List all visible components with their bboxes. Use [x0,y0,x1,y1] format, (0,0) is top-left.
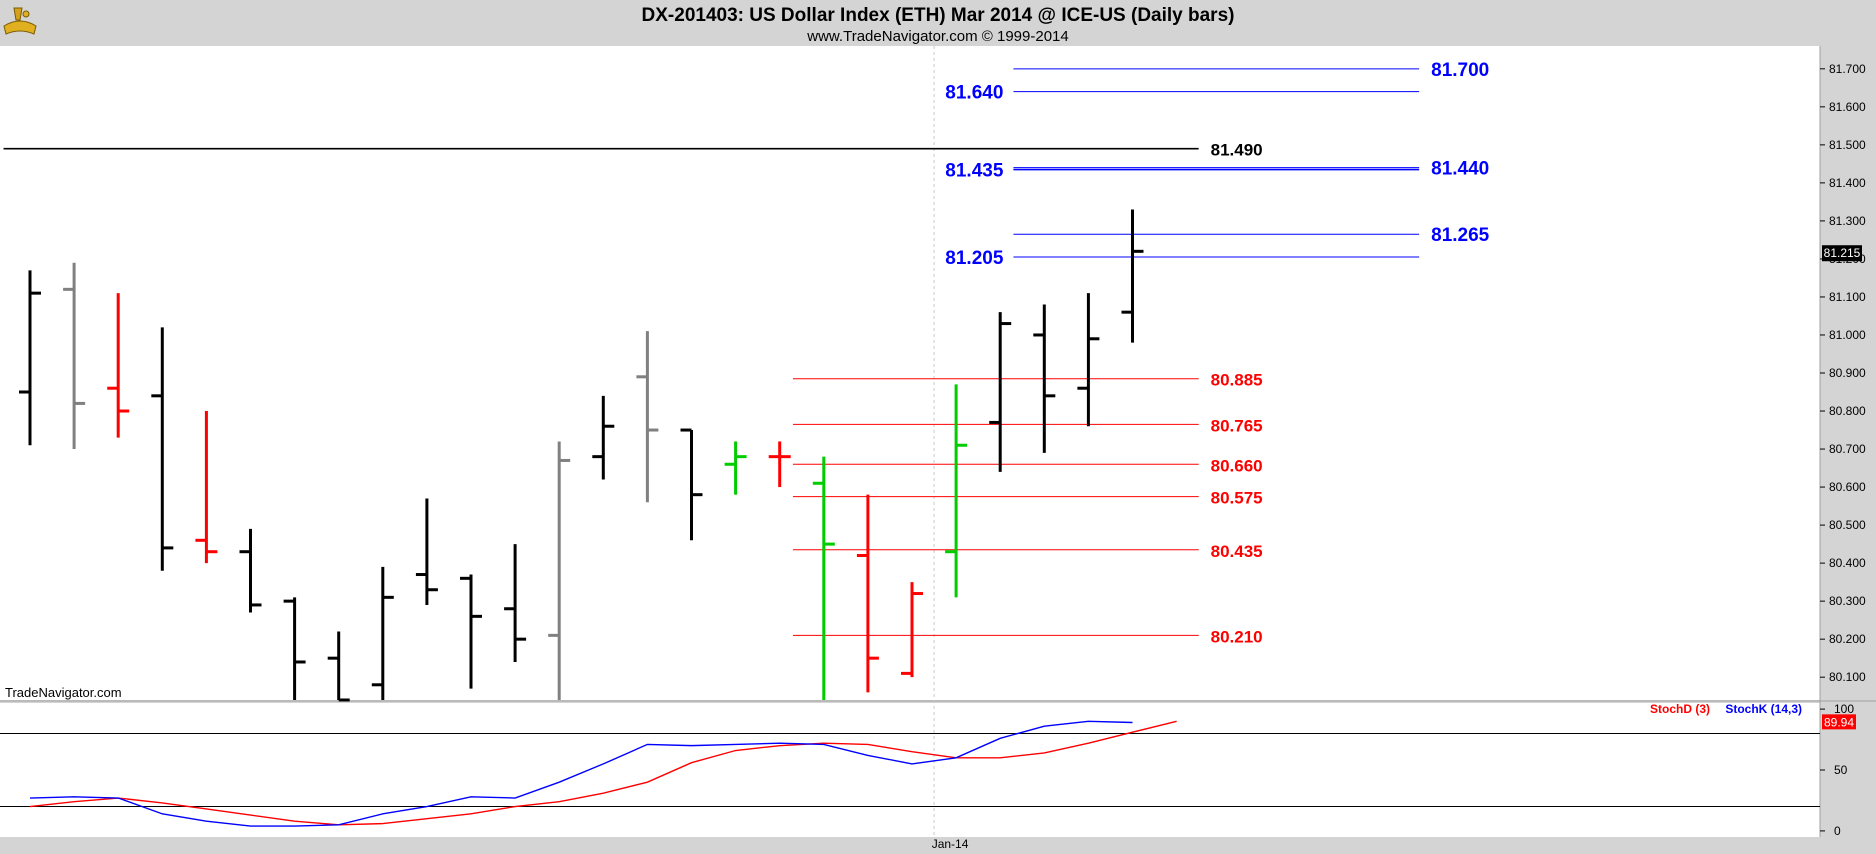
price-axis-tick-label: 80.500 [1829,518,1866,532]
stoch-panel-background [0,703,1820,837]
price-bar [989,312,1012,472]
level-label: 80.435 [1211,542,1263,561]
legend-stochk: StochK (14,3) [1725,702,1802,716]
stoch-axis-tick-label: 100 [1834,702,1854,716]
level-label: 80.575 [1211,489,1263,508]
chart-title: DX-201403: US Dollar Index (ETH) Mar 201… [642,5,1235,26]
price-bar [1121,209,1144,343]
price-bar [415,498,438,605]
price-bar [812,456,835,700]
stoch-reference-lines [0,732,1820,808]
stoch-axis: 100 50 0 [1820,702,1854,838]
level-label: 80.210 [1211,627,1263,646]
last-price-tag: 81.215 [1822,245,1862,262]
price-axis-tick-label: 81.700 [1829,62,1866,76]
stoch-legend: StochD (3) StochK (14,3) [1650,702,1802,716]
level-label: 81.435 [945,161,1004,182]
price-bar [504,544,527,662]
level-label: 80.660 [1211,456,1263,475]
price-bar [901,582,923,678]
level-label: 81.490 [1211,141,1263,160]
price-bar [1077,293,1100,427]
price-bar [327,631,350,702]
price-bar [151,327,174,571]
legend-stochd: StochD (3) [1650,702,1710,716]
price-axis-tick-label: 81.600 [1829,100,1866,114]
stoch-series [29,720,1177,827]
stoch-axis-tick-label: 50 [1834,763,1848,777]
level-label: 80.885 [1211,371,1263,390]
stoch-axis-tick-label: 0 [1834,824,1841,838]
stoch-last-value-tag: 89.94 [1822,714,1856,730]
price-axis-tick-label: 81.500 [1829,138,1866,152]
price-axis-tick-label: 80.900 [1829,366,1866,380]
price-axis-tick-label: 81.400 [1829,176,1866,190]
watermark-text: TradeNavigator.com [5,685,122,700]
price-axis-tick-label: 81.300 [1829,214,1866,228]
price-axis-tick-label: 80.600 [1829,480,1866,494]
price-bar [1033,304,1056,453]
stoch-last-value-label: 89.94 [1824,715,1854,729]
price-axis-tick-label: 81.000 [1829,328,1866,342]
level-label: 80.765 [1211,416,1263,435]
price-bar [856,494,879,693]
price-axis-tick-label: 80.800 [1829,404,1866,418]
level-label: 81.265 [1431,225,1490,246]
price-panel-background [0,46,1820,700]
trade-navigator-logo-icon [3,7,37,35]
price-bar [460,574,482,689]
level-label: 81.640 [945,83,1003,104]
chart-subtitle: www.TradeNavigator.com © 1999-2014 [806,28,1068,45]
price-bar [945,384,968,598]
price-bar [724,441,747,495]
price-bar [371,566,394,700]
stoch-line-d [29,720,1177,826]
price-axis-tick-label: 81.100 [1829,290,1866,304]
price-bars [19,209,1144,702]
level-label: 81.205 [945,248,1004,269]
price-bar [636,331,659,503]
price-bar [195,411,218,564]
price-bar [548,441,571,700]
x-axis-date-label: Jan-14 [932,837,969,851]
level-label: 81.700 [1431,60,1489,81]
price-bar [239,528,262,613]
level-lines: 81.700 81.640 81.490 81.435 81.440 81.265 81.2… [3,60,1490,646]
price-axis-tick-label: 80.400 [1829,556,1866,570]
price-bar [768,441,791,488]
price-bar [63,262,86,450]
price-bar [592,395,615,480]
price-axis-tick-label: 80.100 [1829,670,1866,684]
price-bar [680,428,703,541]
price-bar [107,293,130,438]
price-axis-tick-label: 80.200 [1829,632,1866,646]
price-axis-tick-label: 80.300 [1829,594,1866,608]
last-price-label: 81.215 [1824,246,1861,260]
price-bar [19,270,41,446]
level-label: 81.440 [1431,159,1489,180]
price-axis-tick-label: 80.700 [1829,442,1866,456]
stoch-line-k [29,720,1133,827]
price-bar [283,597,306,700]
